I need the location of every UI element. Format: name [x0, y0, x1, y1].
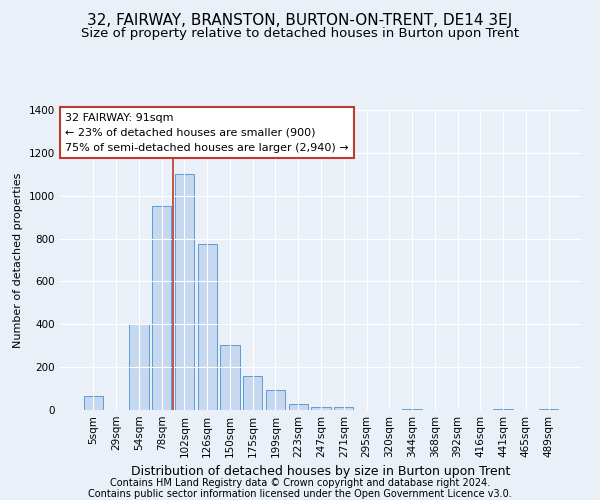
- Bar: [403, 409, 422, 410]
- Bar: [84, 396, 103, 410]
- Bar: [493, 409, 513, 410]
- Bar: [197, 244, 217, 410]
- Bar: [152, 206, 172, 410]
- Bar: [129, 324, 149, 410]
- Bar: [266, 390, 285, 410]
- Bar: [243, 376, 262, 410]
- Text: Contains public sector information licensed under the Open Government Licence v3: Contains public sector information licen…: [88, 489, 512, 499]
- Text: 32, FAIRWAY, BRANSTON, BURTON-ON-TRENT, DE14 3EJ: 32, FAIRWAY, BRANSTON, BURTON-ON-TRENT, …: [88, 12, 512, 28]
- X-axis label: Distribution of detached houses by size in Burton upon Trent: Distribution of detached houses by size …: [131, 466, 511, 478]
- Text: 32 FAIRWAY: 91sqm
← 23% of detached houses are smaller (900)
75% of semi-detache: 32 FAIRWAY: 91sqm ← 23% of detached hous…: [65, 113, 349, 152]
- Bar: [311, 408, 331, 410]
- Bar: [289, 404, 308, 410]
- Bar: [334, 408, 353, 410]
- Bar: [175, 174, 194, 410]
- Text: Size of property relative to detached houses in Burton upon Trent: Size of property relative to detached ho…: [81, 28, 519, 40]
- Y-axis label: Number of detached properties: Number of detached properties: [13, 172, 23, 348]
- Bar: [539, 409, 558, 410]
- Bar: [220, 344, 239, 410]
- Text: Contains HM Land Registry data © Crown copyright and database right 2024.: Contains HM Land Registry data © Crown c…: [110, 478, 490, 488]
